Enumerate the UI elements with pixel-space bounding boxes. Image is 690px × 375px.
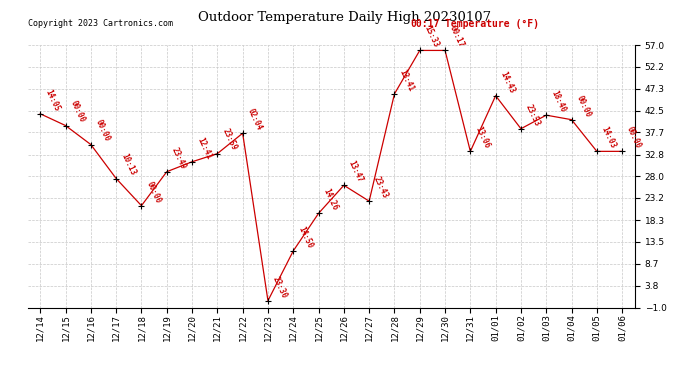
Text: 14:03: 14:03 <box>600 125 618 150</box>
Text: 23:43: 23:43 <box>372 175 390 200</box>
Text: 15:33: 15:33 <box>423 24 441 49</box>
Text: 14:26: 14:26 <box>322 187 339 212</box>
Text: 23:53: 23:53 <box>524 103 542 128</box>
Text: 00:17: 00:17 <box>411 19 440 29</box>
Text: 00:17: 00:17 <box>448 24 466 49</box>
Text: 13:47: 13:47 <box>347 159 365 184</box>
Text: 14:50: 14:50 <box>296 225 314 250</box>
Text: 23:30: 23:30 <box>271 274 289 299</box>
Text: 10:13: 10:13 <box>119 152 137 177</box>
Text: 00:00: 00:00 <box>575 93 593 118</box>
Text: 23:59: 23:59 <box>220 128 238 152</box>
Text: 00:00: 00:00 <box>625 125 643 150</box>
Text: 00:00: 00:00 <box>68 99 86 124</box>
Text: Copyright 2023 Cartronics.com: Copyright 2023 Cartronics.com <box>28 19 172 28</box>
Text: 18:40: 18:40 <box>549 89 567 114</box>
Text: Outdoor Temperature Daily High 20230107: Outdoor Temperature Daily High 20230107 <box>199 11 491 24</box>
Text: 13:41: 13:41 <box>397 68 415 93</box>
Text: 12:41: 12:41 <box>195 136 213 160</box>
Text: 14:43: 14:43 <box>499 70 517 94</box>
Text: 13:06: 13:06 <box>473 125 491 150</box>
Text: Temperature (°F): Temperature (°F) <box>445 19 539 29</box>
Text: 14:05: 14:05 <box>43 88 61 112</box>
Text: 00:00: 00:00 <box>94 118 112 143</box>
Text: 23:49: 23:49 <box>170 146 188 170</box>
Text: 00:00: 00:00 <box>144 180 162 204</box>
Text: 02:04: 02:04 <box>246 107 264 132</box>
